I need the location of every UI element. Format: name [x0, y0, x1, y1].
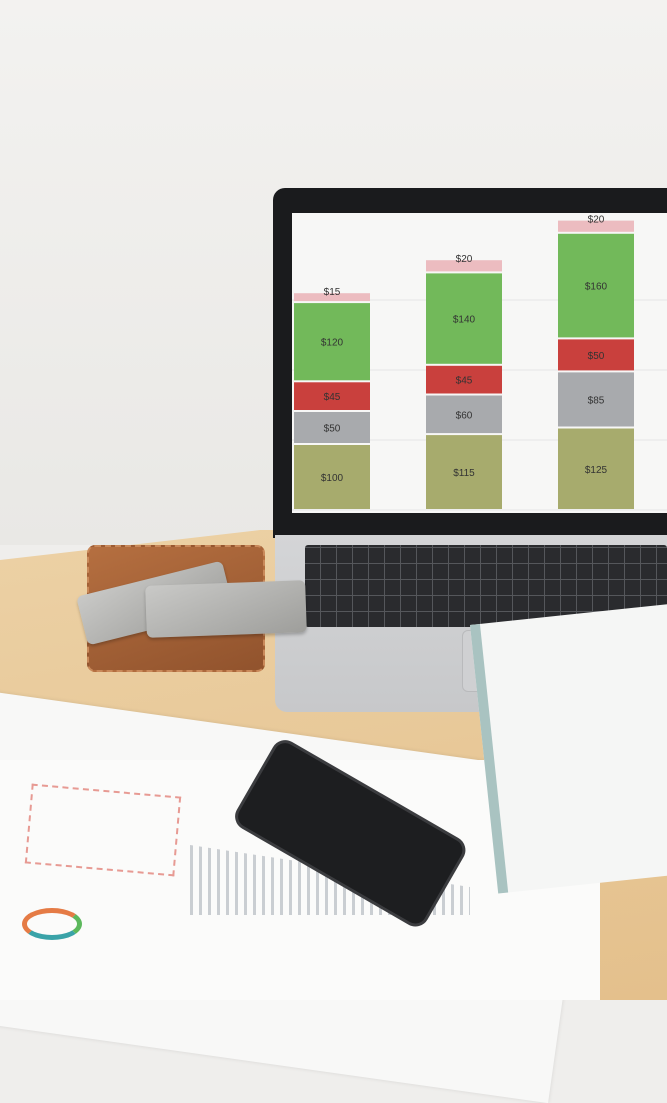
data-label: $50 [324, 424, 341, 435]
bar-segment [294, 445, 370, 509]
notebook [470, 602, 667, 894]
data-label: $45 [456, 376, 473, 387]
bar-segment [558, 372, 634, 427]
bar-segment [294, 412, 370, 443]
data-label: $160 [585, 282, 608, 293]
data-label: $50 [588, 351, 605, 362]
laptop-screen: $100 $50 $45 $120 $15 $115 $60 $45 $140 $20 $125 $8… [292, 213, 667, 513]
keyboard [305, 545, 667, 627]
data-label: $115 [453, 468, 475, 479]
bar-segment [426, 273, 502, 364]
bar-segment [294, 293, 370, 302]
bar-segment [558, 220, 634, 232]
map-figure [24, 783, 182, 877]
bar-segment [426, 395, 502, 434]
data-label: $20 [456, 254, 473, 265]
bar-segment [558, 233, 634, 338]
data-label: $125 [585, 465, 608, 476]
donut-chart-figure [22, 908, 82, 940]
data-label: $15 [324, 287, 341, 298]
bar-segment [558, 428, 634, 509]
data-label: $45 [324, 392, 341, 403]
bar-segment [426, 365, 502, 394]
data-label: $20 [588, 215, 605, 226]
data-label: $85 [588, 395, 605, 406]
bar-segment [426, 260, 502, 272]
data-label: $60 [456, 410, 473, 421]
data-label: $120 [321, 338, 344, 349]
bar-segment [426, 435, 502, 509]
stacked-bar-chart: $100 $50 $45 $120 $15 $115 $60 $45 $140 $20 $125 $8… [292, 215, 667, 511]
credit-card [145, 580, 307, 638]
bar-segment [558, 339, 634, 371]
bar-segment [294, 382, 370, 410]
bar-segment [294, 303, 370, 381]
data-label: $100 [321, 473, 344, 484]
data-label: $140 [453, 315, 476, 326]
